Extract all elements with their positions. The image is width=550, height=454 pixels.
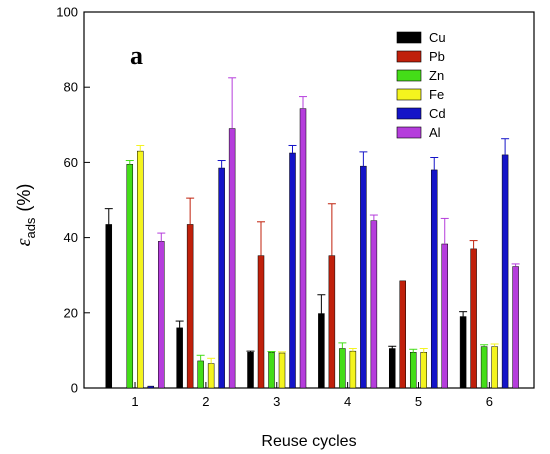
bar-al-cycle-2 (228, 128, 236, 389)
x-axis-ticks: 1 2 3 4 5 6 (131, 382, 493, 409)
x-tick-label: 4 (344, 394, 351, 409)
bar-fe-cycle-2 (207, 363, 215, 389)
x-tick-label: 6 (486, 394, 493, 409)
bar-fe-cycle-1 (137, 150, 144, 389)
bar-pb-cycle-5 (399, 280, 406, 389)
legend-label-zn: Zn (429, 68, 444, 83)
bar-cu-cycle-4 (318, 313, 325, 389)
bar-al-cycle-6 (512, 266, 519, 389)
bar-al-cycle-1 (158, 241, 165, 389)
x-tick-label: 5 (415, 394, 422, 409)
y-axis-unit: (%) (14, 184, 34, 212)
bar-zn-cycle-2 (197, 360, 204, 389)
bar-zn-cycle-4 (339, 348, 346, 389)
y-axis-symbol: ε (13, 238, 35, 246)
bar-cd-cycle-5 (430, 169, 438, 389)
legend-label-fe: Fe (429, 87, 444, 102)
legend-swatch-al (396, 126, 422, 139)
bar-zn-cycle-5 (409, 352, 417, 389)
bar-pb-cycle-2 (186, 224, 194, 389)
y-tick-label: 80 (64, 80, 78, 95)
bar-cu-cycle-2 (176, 327, 183, 389)
x-tick-label: 3 (273, 394, 280, 409)
plot-frame (83, 11, 535, 389)
y-tick-label: 100 (56, 5, 78, 20)
legend: Cu Pb Zn Fe Cd Al (396, 30, 446, 140)
bar-zn-cycle-1 (126, 164, 134, 389)
legend-label-cd: Cd (429, 106, 446, 121)
plot-area-border (83, 11, 535, 389)
legend-swatch-fe (396, 88, 422, 101)
y-tick-label: 0 (71, 381, 78, 396)
bar-al-cycle-3 (299, 108, 307, 389)
legend-label-cu: Cu (429, 30, 446, 45)
legend-swatch-cd (396, 107, 422, 120)
bar-pb-cycle-3 (257, 255, 265, 389)
bar-cd-cycle-6 (501, 154, 509, 389)
x-axis-title: Reuse cycles (261, 433, 356, 450)
y-axis-ticks: 0 20 40 60 80 100 (56, 5, 90, 396)
bar-zn-cycle-3 (268, 352, 275, 389)
legend-swatch-zn (396, 69, 422, 82)
bar-pb-cycle-6 (470, 248, 477, 389)
bar-al-cycle-5 (441, 243, 448, 389)
legend-swatch-cu (396, 31, 422, 44)
bar-cd-cycle-1 (147, 385, 155, 389)
y-tick-label: 20 (64, 305, 78, 320)
bar-cu-cycle-5 (388, 348, 396, 389)
x-tick-label: 2 (202, 394, 209, 409)
bar-cd-cycle-4 (360, 165, 367, 389)
legend-swatch-pb (396, 50, 422, 63)
bar-fe-cycle-4 (349, 350, 357, 389)
bar-fe-cycle-5 (420, 352, 427, 389)
legend-label-pb: Pb (429, 49, 445, 64)
bar-zn-cycle-6 (480, 346, 488, 389)
y-axis-title: εads (%) (13, 184, 38, 247)
bar-cu-cycle-1 (105, 224, 113, 389)
bar-cd-cycle-3 (289, 152, 296, 389)
bar-al-cycle-4 (370, 220, 378, 389)
bar-cu-cycle-3 (247, 352, 254, 389)
y-axis-subscript: ads (23, 217, 38, 238)
y-tick-label: 60 (64, 155, 78, 170)
legend-label-al: Al (429, 125, 441, 140)
panel-label: a (130, 41, 143, 70)
bar-fe-cycle-6 (491, 346, 498, 389)
bar-pb-cycle-4 (328, 255, 336, 389)
bars (105, 108, 519, 389)
y-tick-label: 40 (64, 230, 78, 245)
x-tick-label: 1 (131, 394, 138, 409)
bar-cu-cycle-6 (459, 316, 467, 389)
bar-fe-cycle-3 (278, 352, 286, 389)
error-bars (104, 77, 520, 364)
bar-cd-cycle-2 (218, 167, 225, 389)
